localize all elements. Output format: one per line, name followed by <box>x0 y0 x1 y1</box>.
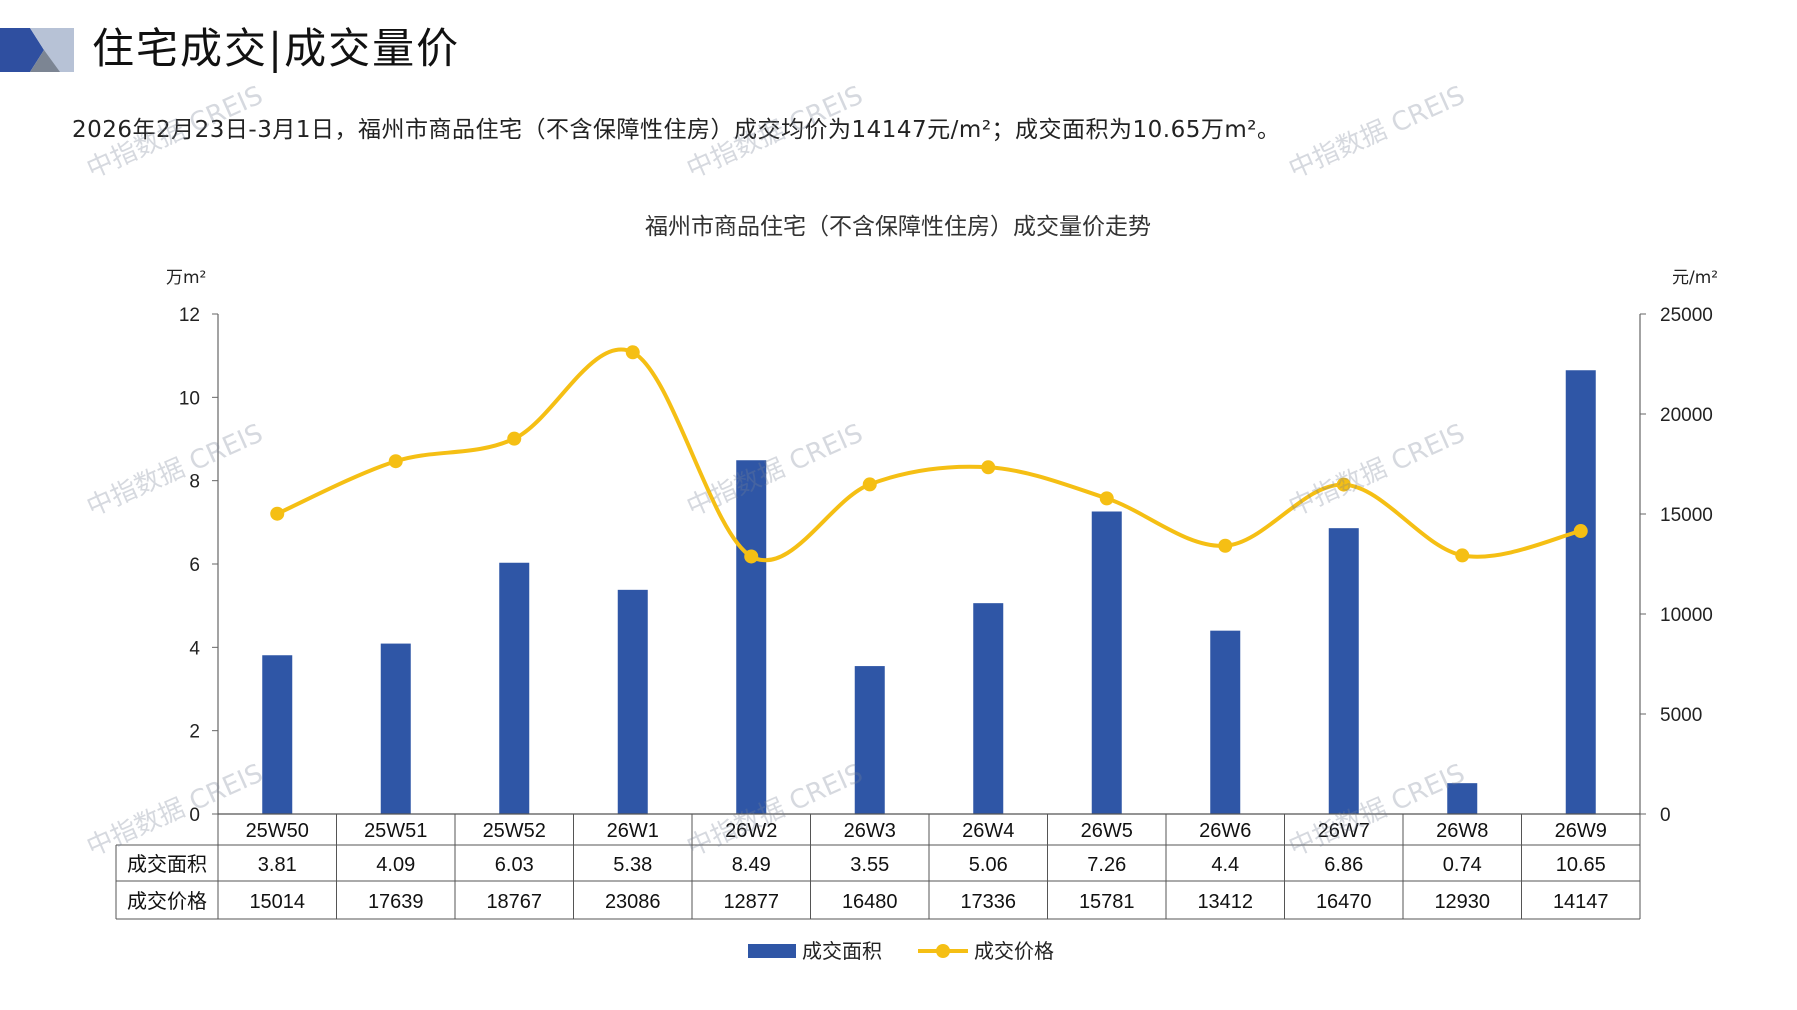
bar <box>1565 370 1596 814</box>
price-point <box>1099 491 1114 506</box>
data-label-area: 3.81 <box>258 854 297 876</box>
price-point <box>507 431 522 446</box>
data-label-price: 16470 <box>1316 891 1372 913</box>
data-label-area: 6.86 <box>1324 854 1363 876</box>
legend-line-marker <box>936 944 950 958</box>
x-tick-label: 26W4 <box>962 820 1014 842</box>
data-label-area: 0.74 <box>1443 854 1482 876</box>
bar <box>1328 528 1359 814</box>
legend-label: 成交面积 <box>802 939 882 963</box>
x-tick-label: 26W1 <box>607 820 659 842</box>
x-tick-label: 26W2 <box>725 820 777 842</box>
brand-logo-icon <box>0 28 74 72</box>
page-title: 住宅成交|成交量价 <box>92 24 461 73</box>
data-label-price: 23086 <box>605 891 661 913</box>
price-point <box>1455 548 1470 563</box>
x-tick-label: 26W7 <box>1318 820 1370 842</box>
y-left-unit: 万m² <box>166 268 206 288</box>
y-right-tick-label: 25000 <box>1660 305 1713 326</box>
data-label-area: 10.65 <box>1556 854 1606 876</box>
y-right-tick-label: 20000 <box>1660 405 1713 426</box>
data-label-area: 6.03 <box>495 854 534 876</box>
bar <box>736 460 767 814</box>
bar <box>1210 630 1241 814</box>
y-left-tick-label: 0 <box>189 805 200 826</box>
bar <box>973 603 1004 814</box>
data-label-price: 18767 <box>486 891 542 913</box>
logo-gray-shape <box>30 50 60 72</box>
bar <box>1091 511 1122 814</box>
x-tick-label: 26W9 <box>1555 820 1607 842</box>
data-label-area: 4.4 <box>1211 854 1239 876</box>
x-tick-label: 25W51 <box>364 820 427 842</box>
data-label-price: 12877 <box>723 891 779 913</box>
data-label-area: 3.55 <box>850 854 889 876</box>
price-point <box>270 506 285 521</box>
x-tick-label: 25W50 <box>246 820 309 842</box>
x-tick-label: 26W3 <box>844 820 896 842</box>
x-tick-label: 25W52 <box>483 820 546 842</box>
price-point <box>862 477 877 492</box>
x-tick-label: 26W6 <box>1199 820 1251 842</box>
chart-title: 福州市商品住宅（不含保障性住房）成交量价走势 <box>645 214 1151 240</box>
y-right-tick-label: 5000 <box>1660 705 1702 726</box>
price-point <box>388 454 403 469</box>
data-label-area: 5.06 <box>969 854 1008 876</box>
bar <box>1447 783 1478 814</box>
price-point <box>744 549 759 564</box>
data-label-area: 5.38 <box>613 854 652 876</box>
legend-bar-swatch <box>748 944 796 958</box>
y-left-tick-label: 4 <box>189 638 200 659</box>
logo-dark-shape <box>0 28 44 72</box>
y-left-tick-label: 8 <box>189 472 200 493</box>
price-point <box>625 345 640 360</box>
table-row-header: 成交面积 <box>127 853 207 876</box>
y-left-tick-label: 12 <box>179 305 200 326</box>
data-label-area: 7.26 <box>1087 854 1126 876</box>
x-tick-label: 26W8 <box>1436 820 1488 842</box>
price-point <box>1573 524 1588 539</box>
bar <box>380 643 411 814</box>
legend-label: 成交价格 <box>974 939 1054 963</box>
bar <box>617 589 648 814</box>
price-point <box>1218 538 1233 553</box>
price-point <box>1336 477 1351 492</box>
bar <box>854 666 885 814</box>
bar <box>262 655 293 814</box>
data-label-price: 15781 <box>1079 891 1135 913</box>
summary-text: 2026年2月23日-3月1日，福州市商品住宅（不含保障性住房）成交均价为141… <box>72 117 1281 143</box>
x-tick-label: 26W5 <box>1081 820 1133 842</box>
data-label-price: 17639 <box>368 891 424 913</box>
data-label-price: 15014 <box>249 891 305 913</box>
data-label-price: 12930 <box>1434 891 1490 913</box>
y-right-tick-label: 10000 <box>1660 605 1713 626</box>
data-label-price: 16480 <box>842 891 898 913</box>
price-line <box>276 347 1582 563</box>
y-left-tick-label: 6 <box>189 555 200 576</box>
price-point <box>981 460 996 475</box>
y-right-unit: 元/m² <box>1672 268 1718 288</box>
table-row-header: 成交价格 <box>127 890 207 913</box>
data-label-price: 17336 <box>960 891 1016 913</box>
data-label-price: 14147 <box>1553 891 1609 913</box>
data-label-price: 13412 <box>1197 891 1253 913</box>
data-label-area: 8.49 <box>732 854 771 876</box>
y-right-tick-label: 0 <box>1660 805 1671 826</box>
y-right-tick-label: 15000 <box>1660 505 1713 526</box>
y-left-tick-label: 2 <box>189 722 200 743</box>
data-label-area: 4.09 <box>376 854 415 876</box>
y-left-tick-label: 10 <box>179 388 200 409</box>
bar <box>499 562 530 814</box>
